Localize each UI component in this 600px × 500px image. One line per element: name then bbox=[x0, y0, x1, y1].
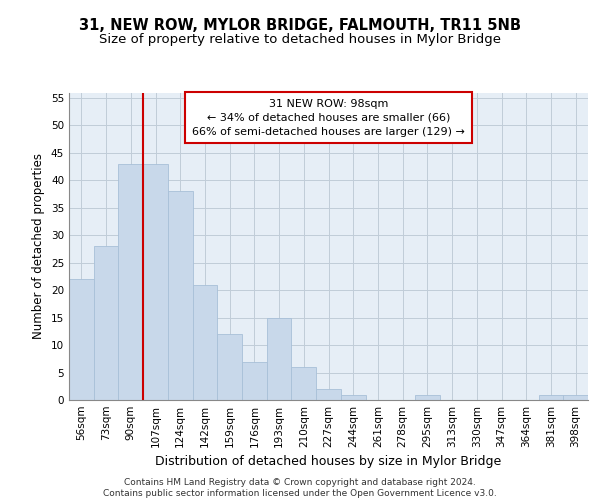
Text: Contains HM Land Registry data © Crown copyright and database right 2024.
Contai: Contains HM Land Registry data © Crown c… bbox=[103, 478, 497, 498]
Bar bbox=[118, 164, 143, 400]
Bar bbox=[217, 334, 242, 400]
Bar bbox=[143, 164, 168, 400]
Text: 31, NEW ROW, MYLOR BRIDGE, FALMOUTH, TR11 5NB: 31, NEW ROW, MYLOR BRIDGE, FALMOUTH, TR1… bbox=[79, 18, 521, 32]
Text: 31 NEW ROW: 98sqm
← 34% of detached houses are smaller (66)
66% of semi-detached: 31 NEW ROW: 98sqm ← 34% of detached hous… bbox=[192, 98, 465, 136]
Bar bbox=[94, 246, 118, 400]
Bar bbox=[242, 362, 267, 400]
Bar bbox=[539, 394, 563, 400]
Bar bbox=[193, 284, 217, 400]
Bar bbox=[69, 279, 94, 400]
X-axis label: Distribution of detached houses by size in Mylor Bridge: Distribution of detached houses by size … bbox=[155, 456, 502, 468]
Bar bbox=[292, 367, 316, 400]
Bar bbox=[415, 394, 440, 400]
Bar bbox=[267, 318, 292, 400]
Bar bbox=[563, 394, 588, 400]
Bar bbox=[316, 389, 341, 400]
Text: Size of property relative to detached houses in Mylor Bridge: Size of property relative to detached ho… bbox=[99, 32, 501, 46]
Bar bbox=[341, 394, 365, 400]
Bar bbox=[168, 192, 193, 400]
Y-axis label: Number of detached properties: Number of detached properties bbox=[32, 153, 46, 339]
